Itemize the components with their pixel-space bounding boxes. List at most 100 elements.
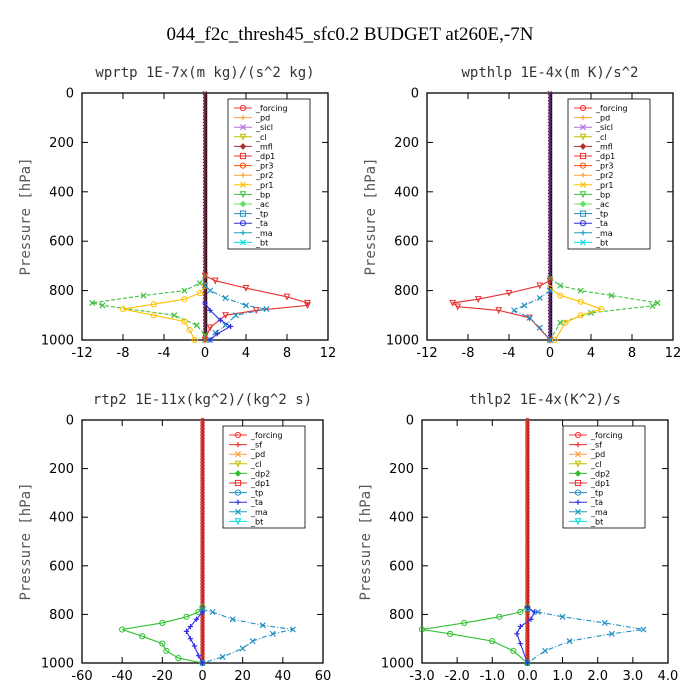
series-pr1 <box>119 282 209 344</box>
zero-series-marker <box>525 511 530 517</box>
x-tick-label: -3.0 <box>409 669 434 684</box>
zero-series-marker <box>200 627 205 632</box>
data-point <box>517 623 523 630</box>
x-tick-label: 0 <box>198 669 206 684</box>
legend-marker <box>575 499 581 505</box>
legend-marker <box>574 508 582 515</box>
data-point <box>195 653 202 659</box>
legend-marker <box>579 162 587 169</box>
x-tick-label: 8 <box>628 346 636 361</box>
zero-series-marker <box>525 426 530 432</box>
y-tick-label: 600 <box>389 559 414 574</box>
data-point <box>150 301 157 308</box>
data-point <box>222 322 229 329</box>
zero-series-marker <box>200 624 205 629</box>
x-tick-label: 0 <box>201 346 209 361</box>
series-line <box>204 275 309 341</box>
legend-label: _pr1 <box>595 181 613 190</box>
zero-series-marker <box>200 432 205 438</box>
y-tick-label: 800 <box>49 284 74 299</box>
zero-series-marker <box>525 612 530 617</box>
legend-label: _forcing <box>255 104 288 113</box>
legend-label: _bp <box>255 190 270 199</box>
data-point <box>191 336 198 344</box>
data-point <box>557 292 564 299</box>
zero-series-marker <box>525 469 530 474</box>
data-point <box>505 289 513 297</box>
data-point <box>187 636 194 642</box>
y-tick-label: 800 <box>394 284 419 299</box>
zero-series-marker <box>525 484 530 490</box>
data-point <box>183 628 190 635</box>
legend-label: _bt <box>595 238 608 247</box>
data-point <box>654 299 661 306</box>
legend-label: _bt <box>255 238 268 247</box>
data-point <box>447 630 454 637</box>
legend-label: _cl <box>255 133 267 142</box>
zero-series-marker <box>525 466 530 471</box>
data-point <box>228 323 234 330</box>
panels: wprtp 1E-7x(m kg)/(s^2 kg) Pressure [hPa]… <box>18 65 681 684</box>
legend-label: _ma <box>595 229 613 238</box>
legend-marker <box>580 172 586 178</box>
legend-marker <box>579 133 587 141</box>
legend-label: _ta <box>255 219 268 228</box>
zero-series-marker <box>200 429 205 435</box>
zero-series-marker <box>200 457 205 462</box>
zero-series-marker <box>525 624 530 629</box>
zero-series-marker <box>200 521 205 526</box>
panel-title: wpthlp 1E-4x(m K)/s^2 <box>461 65 638 81</box>
legend-marker <box>239 124 247 131</box>
zero-series-marker <box>200 469 205 474</box>
data-point <box>239 645 246 652</box>
y-tick-label: 1000 <box>381 657 414 672</box>
data-point <box>521 302 528 309</box>
data-point <box>207 287 214 294</box>
data-point <box>598 306 605 313</box>
legend-label: _ma <box>255 229 273 238</box>
legend-box <box>222 425 306 529</box>
panel-title: thlp2 1E-4x(K^2)/s <box>469 392 621 408</box>
legend-label: _bp <box>595 190 610 199</box>
data-point <box>187 623 194 630</box>
legend-marker <box>574 451 582 458</box>
zero-series-marker <box>525 590 530 596</box>
legend-marker <box>579 191 587 199</box>
legend-label: _ac <box>255 200 269 209</box>
legend-marker <box>239 152 247 160</box>
data-point <box>181 318 188 325</box>
legend-marker <box>579 220 587 227</box>
y-tick-label: 200 <box>49 136 74 151</box>
zero-series-marker <box>525 572 530 578</box>
x-tick-label: -12 <box>71 346 92 361</box>
zero-series-marker <box>525 508 530 514</box>
legend-label: _mfl <box>255 142 273 151</box>
legend-marker <box>574 431 582 439</box>
zero-series-marker <box>525 581 530 587</box>
zero-series-marker <box>200 545 205 550</box>
zero-series-marker <box>200 633 205 638</box>
x-tick-label: 4 <box>587 346 595 361</box>
data-point <box>608 630 615 637</box>
zero-series-marker <box>525 493 530 499</box>
data-point <box>640 626 647 633</box>
data-point <box>577 312 584 319</box>
data-point <box>222 294 229 302</box>
data-point <box>140 292 147 299</box>
zero-series-marker <box>200 460 205 465</box>
x-tick-label: -4 <box>158 346 171 361</box>
y-tick-label: 800 <box>389 608 414 623</box>
zero-series-marker <box>200 557 205 562</box>
series-line <box>421 606 528 664</box>
zero-series-marker <box>200 484 205 490</box>
zero-series-marker <box>200 448 205 453</box>
legend-marker <box>579 210 587 217</box>
zero-series-marker <box>525 642 530 647</box>
x-tick-label: 0 <box>546 346 554 361</box>
series-dp1 <box>418 604 531 667</box>
data-point <box>119 626 126 633</box>
y-tick-label: 400 <box>394 185 419 200</box>
zero-series-marker <box>525 630 530 635</box>
data-point <box>196 280 203 287</box>
zero-series-marker <box>525 584 530 590</box>
